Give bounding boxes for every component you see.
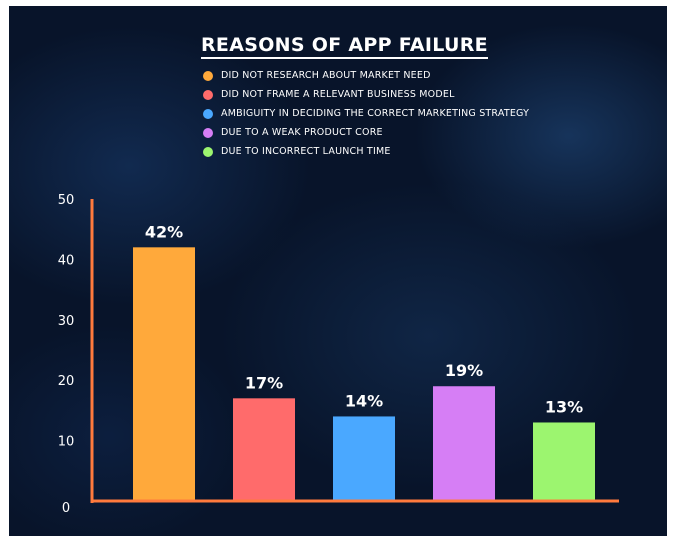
legend-swatch xyxy=(203,146,213,157)
y-tick-label: 30 xyxy=(58,314,75,329)
y-tick-label: 0 xyxy=(62,501,70,516)
chart-title: REASONS OF APP FAILURE xyxy=(201,34,488,59)
legend-item: AMBIGUITY IN DECIDING THE CORRECT MARKET… xyxy=(203,104,529,123)
data-label: 13% xyxy=(545,397,583,416)
bar xyxy=(533,422,595,501)
legend-swatch xyxy=(203,89,213,100)
legend-item: DID NOT RESEARCH ABOUT MARKET NEED xyxy=(203,66,529,85)
legend-item: DUE TO A WEAK PRODUCT CORE xyxy=(203,123,529,142)
data-label: 17% xyxy=(245,373,283,392)
chart-background xyxy=(9,6,667,536)
y-tick-label: 50 xyxy=(58,193,75,208)
legend-item: DUE TO INCORRECT LAUNCH TIME xyxy=(203,142,529,161)
data-label: 19% xyxy=(445,361,483,380)
bar xyxy=(133,247,195,501)
legend-swatch xyxy=(203,108,213,119)
legend-swatch xyxy=(203,70,213,81)
data-label: 42% xyxy=(145,222,183,241)
legend-swatch xyxy=(203,127,213,138)
legend-label: AMBIGUITY IN DECIDING THE CORRECT MARKET… xyxy=(221,108,530,119)
legend-label: DID NOT FRAME A RELEVANT BUSINESS MODEL xyxy=(221,89,455,100)
bar xyxy=(233,398,295,501)
bar xyxy=(433,386,495,501)
y-tick-label: 20 xyxy=(58,374,75,389)
legend-item: DID NOT FRAME A RELEVANT BUSINESS MODEL xyxy=(203,85,529,104)
y-tick-label: 40 xyxy=(58,253,75,268)
legend-label: DID NOT RESEARCH ABOUT MARKET NEED xyxy=(221,70,431,81)
bar xyxy=(333,416,395,501)
legend-label: DUE TO A WEAK PRODUCT CORE xyxy=(221,127,383,138)
chart-legend: DID NOT RESEARCH ABOUT MARKET NEED DID N… xyxy=(203,66,529,161)
legend-label: DUE TO INCORRECT LAUNCH TIME xyxy=(221,146,391,157)
y-tick-label: 10 xyxy=(58,435,75,450)
data-label: 14% xyxy=(345,391,383,410)
